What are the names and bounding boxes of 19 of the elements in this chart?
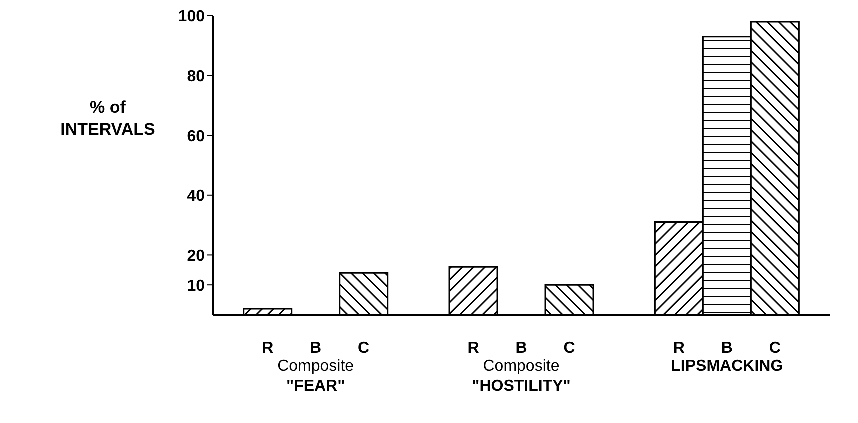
text: C [769, 340, 781, 357]
series-label: R [262, 340, 274, 357]
series-label: C [358, 340, 370, 357]
y-tick-label: 80 [187, 68, 206, 86]
y-tick-label: 40 [187, 188, 206, 206]
text: C [564, 340, 576, 357]
text: B [516, 340, 528, 357]
text: B [310, 340, 322, 357]
y-tick-label: 10 [187, 278, 206, 295]
text: R [673, 340, 685, 357]
y-axis-title: % of INTERVALS [60, 98, 156, 139]
y-tick-label: 60 [187, 128, 206, 146]
x-tick-label: LIPSMACKING [671, 358, 784, 375]
y-tick-label: 100 [178, 8, 206, 26]
text: R [468, 340, 480, 357]
x-tick-label: Composite "FEAR" [278, 358, 354, 395]
y-tick-label: 20 [187, 248, 206, 265]
series-label: B [721, 340, 733, 357]
x-tick-label: Composite "HOSTILITY" [472, 358, 571, 395]
